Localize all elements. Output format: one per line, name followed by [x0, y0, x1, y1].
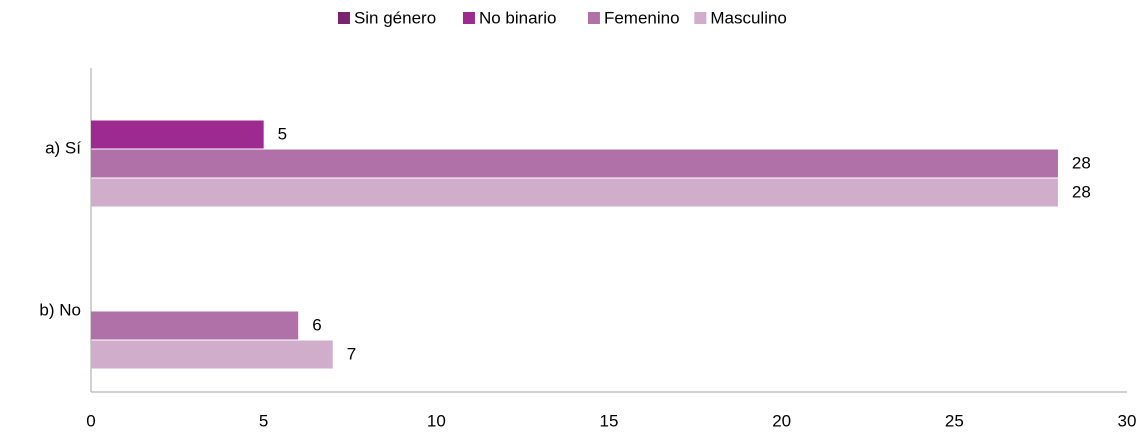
bar [91, 179, 1058, 207]
data-label: 28 [1072, 182, 1091, 201]
x-tick-label: 5 [259, 411, 268, 430]
y-tick-label: a) Sí [45, 138, 81, 157]
x-tick-label: 0 [86, 411, 95, 430]
y-tick-label: b) No [39, 300, 81, 319]
x-tick-label: 10 [427, 411, 446, 430]
x-tick-label: 30 [1118, 411, 1137, 430]
x-tick-label: 15 [600, 411, 619, 430]
legend-label: No binario [479, 8, 557, 27]
data-label: 5 [278, 124, 287, 143]
legend-swatch [338, 12, 350, 24]
x-tick-label: 25 [945, 411, 964, 430]
chart: 0 5 10 15 20 25 30 a) Sí 5 28 28 b) No 6 7 Sin género N… [0, 0, 1148, 434]
bar [91, 121, 264, 149]
legend-label: Femenino [604, 8, 680, 27]
legend-swatch [694, 12, 706, 24]
bar [91, 312, 298, 340]
legend-label: Sin género [354, 8, 436, 27]
bar [91, 341, 333, 369]
data-label: 7 [347, 344, 356, 363]
bar [91, 150, 1058, 178]
legend-swatch [588, 12, 600, 24]
data-label: 6 [312, 315, 321, 334]
data-label: 28 [1072, 153, 1091, 172]
x-tick-label: 20 [772, 411, 791, 430]
legend-label: Masculino [710, 8, 787, 27]
legend-swatch [463, 12, 475, 24]
